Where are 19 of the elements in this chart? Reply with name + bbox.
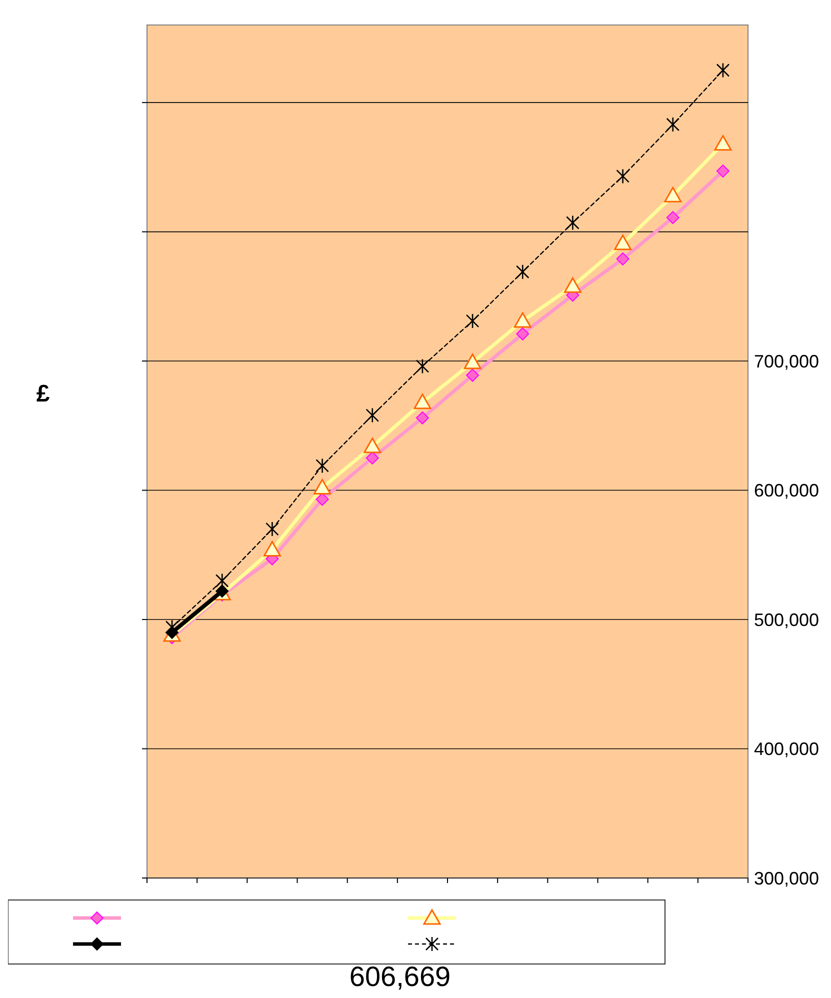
point — [266, 521, 279, 537]
point — [366, 408, 380, 423]
point — [215, 573, 229, 588]
point — [316, 458, 329, 474]
point — [516, 264, 530, 280]
y-tick-label: 600,000 — [754, 480, 820, 501]
y-axis-title: £ — [36, 380, 50, 408]
point — [165, 620, 179, 635]
point — [566, 215, 580, 230]
point — [616, 168, 630, 184]
point — [466, 313, 480, 329]
text: 606,669 — [349, 961, 451, 992]
y-tick-label: 300,000 — [754, 868, 820, 888]
point — [666, 116, 680, 132]
point — [416, 358, 430, 374]
y-tick-label: 700,000 — [754, 351, 820, 372]
y-tick-label: 500,000 — [754, 610, 820, 630]
y-tick-label: 400,000 — [754, 739, 820, 760]
point — [716, 62, 730, 78]
